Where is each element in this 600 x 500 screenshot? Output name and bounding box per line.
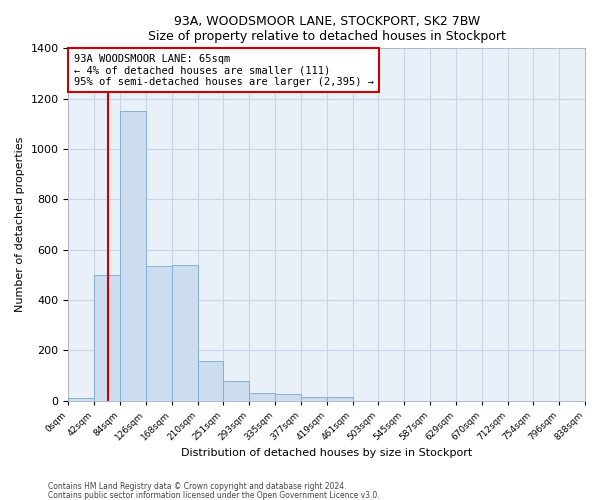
Bar	[146, 266, 172, 401]
Bar	[197, 360, 223, 401]
X-axis label: Distribution of detached houses by size in Stockport: Distribution of detached houses by size …	[181, 448, 472, 458]
Bar	[94, 275, 120, 401]
Title: 93A, WOODSMOOR LANE, STOCKPORT, SK2 7BW
Size of property relative to detached ho: 93A, WOODSMOOR LANE, STOCKPORT, SK2 7BW …	[148, 15, 506, 43]
Bar	[68, 398, 94, 401]
Bar	[223, 380, 249, 401]
Bar	[301, 398, 327, 401]
Bar	[327, 397, 353, 401]
Bar	[172, 265, 197, 401]
Text: Contains public sector information licensed under the Open Government Licence v3: Contains public sector information licen…	[48, 490, 380, 500]
Bar	[249, 392, 275, 401]
Bar	[275, 394, 301, 401]
Y-axis label: Number of detached properties: Number of detached properties	[15, 137, 25, 312]
Bar	[120, 112, 146, 401]
Text: Contains HM Land Registry data © Crown copyright and database right 2024.: Contains HM Land Registry data © Crown c…	[48, 482, 347, 491]
Text: 93A WOODSMOOR LANE: 65sqm
← 4% of detached houses are smaller (111)
95% of semi-: 93A WOODSMOOR LANE: 65sqm ← 4% of detach…	[74, 54, 374, 87]
